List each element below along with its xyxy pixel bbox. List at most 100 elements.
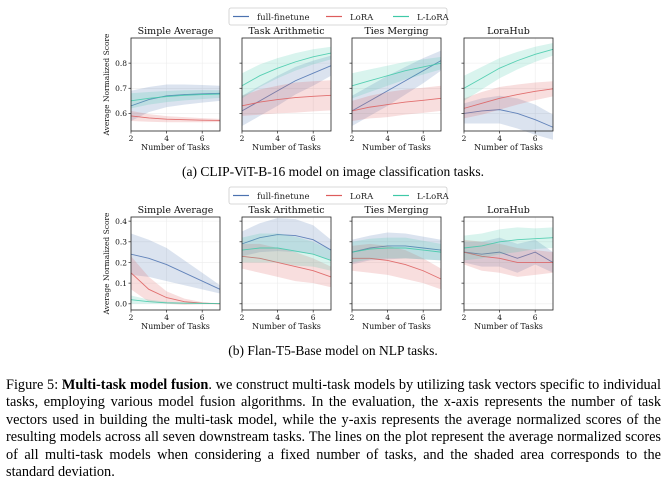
x-axis-label: Number of Tasks [252, 322, 321, 331]
y-tick-label: 0.7 [115, 84, 127, 93]
std-band-lora [242, 80, 331, 116]
x-tick-label: 6 [311, 134, 316, 143]
x-axis-label: Number of Tasks [362, 143, 431, 152]
x-tick-label: 6 [533, 134, 538, 143]
plot-frame [463, 37, 554, 132]
x-tick-label: 4 [385, 134, 390, 143]
series-line-full-finetune [463, 251, 554, 263]
y-axis-label: Average Normalized Score [102, 33, 111, 137]
series-line-l-lora [463, 237, 554, 249]
x-tick-label: 6 [421, 313, 426, 322]
legend-label-full-finetune: full-finetune [257, 192, 310, 202]
y-tick-label: 0.3 [115, 238, 127, 247]
legend-label-l-lora: L-LoRA [417, 13, 450, 23]
x-tick-label: 6 [311, 313, 316, 322]
plot-frame [241, 37, 332, 132]
x-axis-label: Number of Tasks [252, 143, 321, 152]
plot-frame [130, 216, 221, 311]
x-tick-label: 2 [462, 313, 467, 322]
std-band-lora [242, 243, 331, 288]
legend-label-l-lora: L-LoRA [417, 192, 450, 202]
legend-b: full-finetune LoRA L-LoRA [228, 186, 450, 205]
series-line-l-lora [241, 247, 332, 261]
panel-title: Simple Average [138, 26, 214, 37]
x-tick-label: 2 [129, 134, 134, 143]
panel-title: Task Arithmetic [248, 205, 324, 216]
series-line-l-lora [130, 299, 221, 305]
series-line-full-finetune [351, 60, 442, 112]
legend-label-lora: LoRA [350, 13, 374, 23]
legend-label-full-finetune: full-finetune [257, 13, 310, 23]
x-axis-label: Number of Tasks [474, 322, 543, 331]
std-band-full-finetune [131, 233, 220, 294]
plot-frame [351, 37, 442, 132]
x-tick-label: 4 [497, 313, 502, 322]
std-band-l-lora [464, 43, 553, 101]
x-tick-label: 4 [275, 134, 280, 143]
panel-title: Simple Average [138, 205, 214, 216]
std-band-lora [464, 81, 553, 119]
caption-label: Figure 5: [6, 377, 59, 393]
std-band-l-lora [352, 237, 441, 263]
x-tick-label: 4 [497, 134, 502, 143]
series-line-lora [463, 251, 553, 263]
x-tick-label: 2 [462, 134, 467, 143]
subcaption-b: (b) Flan-T5-Base model on NLP tasks. [228, 343, 438, 358]
std-band-lora [352, 243, 441, 290]
chart-panel-a-simple-average: Simple Average 2 4 6 0.6 0.7 0.8 Number of Task… [102, 26, 221, 152]
x-tick-label: 4 [275, 313, 280, 322]
std-band-l-lora [352, 56, 441, 99]
std-band-l-lora [464, 227, 553, 261]
std-band-lora [131, 110, 220, 123]
x-tick-label: 6 [421, 134, 426, 143]
series-line-l-lora [351, 247, 442, 253]
series-line-lora [241, 255, 332, 278]
series-line-full-finetune [351, 245, 442, 253]
y-tick-label: 0.0 [115, 300, 127, 309]
x-tick-label: 6 [200, 134, 205, 143]
series-line-full-finetune [130, 253, 221, 290]
std-band-l-lora [242, 46, 331, 99]
x-tick-label: 6 [533, 313, 538, 322]
series-line-full-finetune [463, 109, 554, 128]
series-line-l-lora [463, 48, 554, 89]
panel-title: Ties Merging [364, 26, 428, 37]
x-axis-label: Number of Tasks [141, 143, 210, 152]
series-line-lora [352, 257, 442, 280]
plot-frame [241, 216, 332, 311]
std-band-l-lora [242, 233, 331, 271]
y-axis-label: Average Normalized Score [102, 212, 111, 316]
y-tick-label: 0.6 [115, 109, 127, 118]
series-line-l-lora [241, 52, 332, 87]
panel-title: LoraHub [487, 205, 530, 216]
figure: full-finetune LoRA L-LoRA full-finetune LoRA… [102, 7, 554, 331]
plot-frame [463, 216, 554, 311]
chart-panel-b-simple-average: Simple Average 2 4 6 0.0 0.1 0.2 0.3 0.4 Number o… [102, 205, 221, 331]
series-line-lora [463, 88, 554, 109]
y-tick-label: 0.4 [115, 217, 127, 226]
std-band-lora [464, 239, 553, 277]
x-axis-label: Number of Tasks [141, 322, 210, 331]
x-tick-label: 2 [129, 313, 134, 322]
std-band-lora [131, 256, 220, 305]
std-band-full-finetune [242, 218, 331, 261]
series-line-l-lora [351, 62, 442, 87]
x-axis-label: Number of Tasks [474, 143, 543, 152]
series-line-lora [130, 115, 221, 121]
x-tick-label: 2 [240, 134, 245, 143]
y-tick-label: 0.1 [115, 279, 127, 288]
std-band-full-finetune [352, 232, 441, 265]
legend-a: full-finetune LoRA L-LoRA [228, 7, 450, 26]
plot-frame [130, 37, 221, 132]
x-tick-label: 2 [350, 313, 355, 322]
legend-label-lora: LoRA [350, 192, 374, 202]
series-line-lora [351, 97, 442, 112]
panel-title: Ties Merging [364, 205, 428, 216]
series-line-full-finetune [241, 234, 332, 251]
plot-frame [351, 216, 442, 311]
